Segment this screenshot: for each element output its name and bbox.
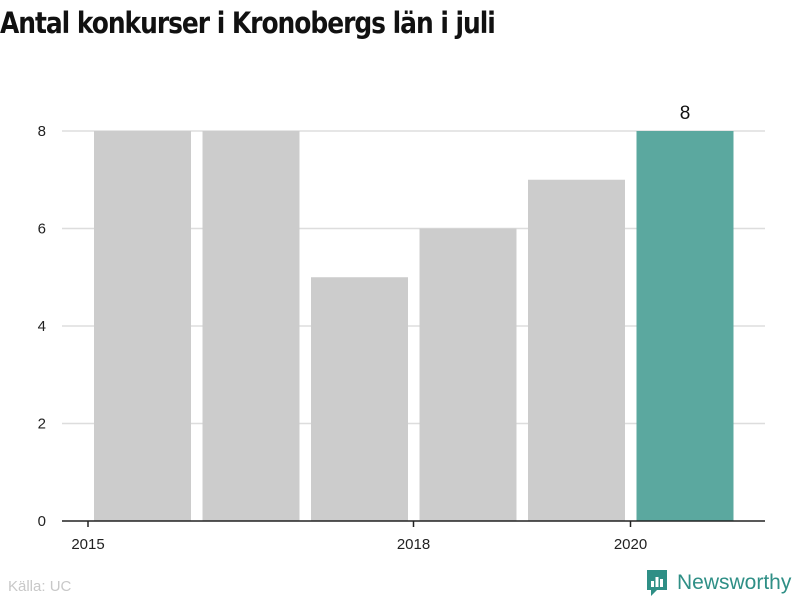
x-tick-label: 2015 [71, 536, 104, 553]
bar-2017 [311, 277, 408, 521]
brand-name: Newsworthy [677, 571, 792, 594]
bars [94, 131, 734, 521]
brand-logo: Newsworthy [645, 568, 791, 598]
y-axis-ticks: 0 2 4 6 8 [38, 123, 46, 530]
x-tick-label: 2020 [614, 536, 647, 553]
y-tick-label: 4 [38, 318, 46, 335]
source-note: Källa: UC [8, 578, 72, 595]
bar-2016 [202, 131, 300, 521]
y-tick-label: 6 [38, 221, 46, 238]
y-tick-label: 0 [38, 513, 46, 530]
data-labels: 8 [680, 103, 691, 124]
x-tick-label: 2018 [397, 536, 430, 553]
bar-2015 [94, 131, 191, 521]
newsworthy-logo-icon [647, 570, 667, 596]
x-axis-ticks: 2015 2018 2020 [71, 521, 647, 553]
y-tick-label: 8 [38, 123, 46, 140]
bar-2019 [528, 179, 625, 521]
bar-2018 [419, 228, 517, 521]
y-tick-label: 2 [38, 416, 46, 433]
bar-2020 [636, 131, 734, 521]
data-label: 8 [680, 103, 691, 124]
chart-title: Antal konkurser i Kronobergs län i juli [0, 6, 496, 40]
